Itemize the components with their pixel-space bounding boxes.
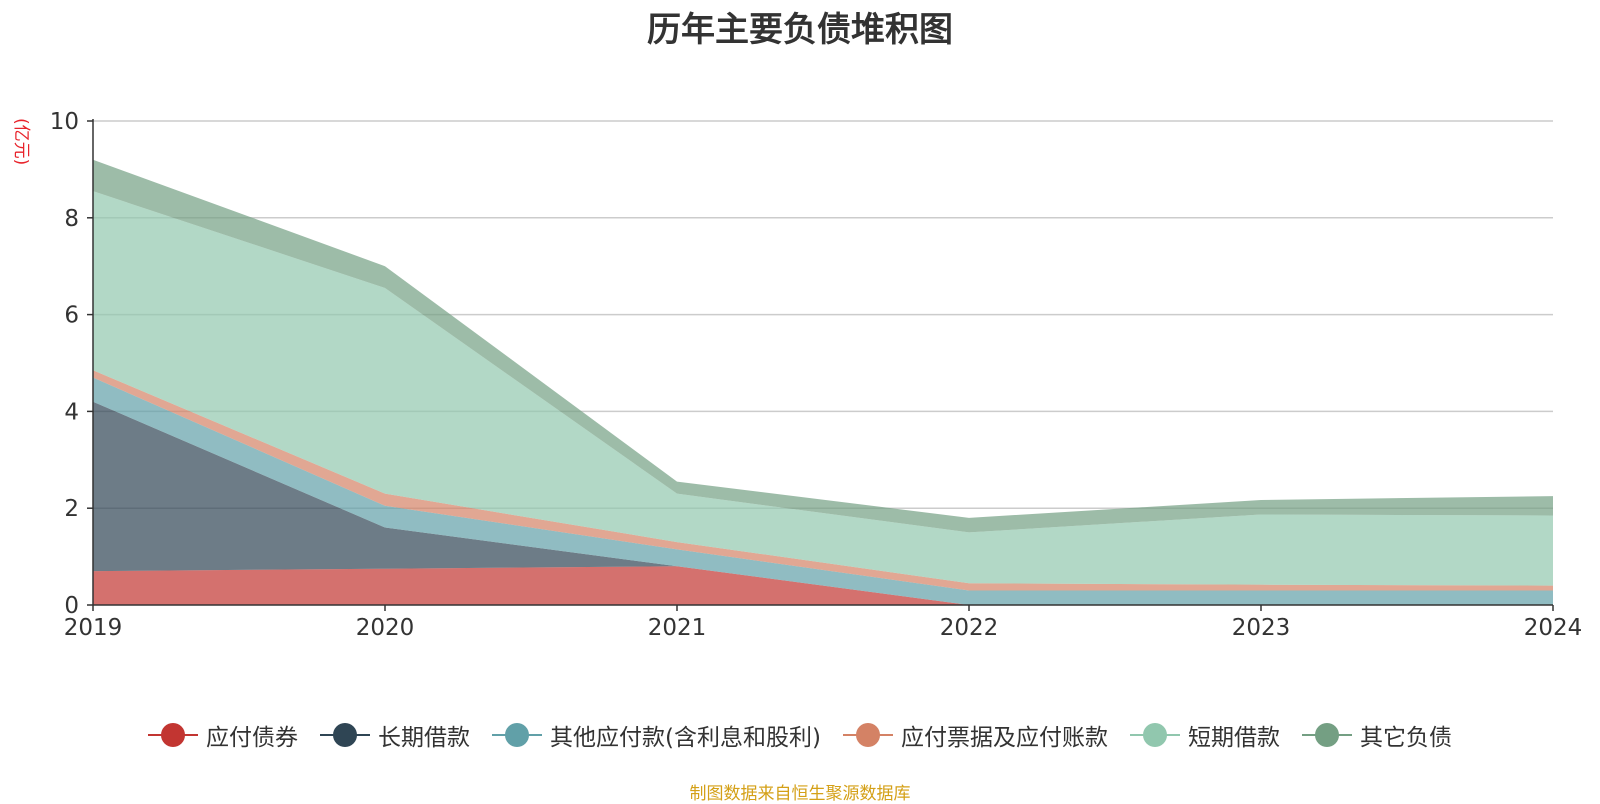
legend-swatch-dot — [161, 723, 186, 747]
y-tick-label: 10 — [50, 109, 79, 135]
legend-label: 应付债券 — [206, 725, 299, 751]
legend-label: 其它负债 — [1359, 725, 1452, 751]
legend-swatch — [842, 723, 893, 747]
legend-item-1[interactable]: 长期借款 — [320, 718, 470, 752]
x-tick-label: 2020 — [356, 615, 415, 641]
area-series-4 — [93, 191, 1553, 586]
legend-swatch — [1129, 723, 1180, 747]
y-tick-label: 6 — [64, 303, 79, 329]
legend-swatch — [492, 723, 543, 747]
legend-label: 短期借款 — [1187, 725, 1280, 751]
chart-title: 历年主要负债堆积图 — [647, 10, 953, 50]
chart-legend: 应付债券 长期借款 其他应付款(含利息和股利) 应付票据及应付账款 短期借款 其它负债 — [0, 718, 1600, 752]
legend-swatch-dot — [1142, 723, 1167, 747]
legend-swatch — [320, 723, 371, 747]
legend-item-3[interactable]: 应付票据及应付账款 — [842, 718, 1108, 752]
area-series-1 — [93, 401, 1553, 605]
x-tick-label: 2021 — [648, 615, 707, 641]
legend-label: 其他应付款(含利息和股利) — [550, 725, 821, 751]
legend-item-2[interactable]: 其他应付款(含利息和股利) — [492, 718, 821, 752]
x-tick-label: 2023 — [1232, 615, 1291, 641]
y-tick-label: 2 — [64, 496, 79, 522]
legend-swatch — [148, 723, 199, 747]
legend-swatch-dot — [505, 723, 530, 747]
legend-item-4[interactable]: 短期借款 — [1129, 718, 1280, 752]
legend-swatch-dot — [333, 723, 358, 747]
legend-swatch-dot — [1314, 723, 1339, 747]
legend-swatch — [1301, 723, 1352, 747]
x-tick-label: 2019 — [64, 615, 123, 641]
x-tick-label: 2024 — [1524, 615, 1583, 641]
legend-item-5[interactable]: 其它负债 — [1301, 718, 1452, 752]
y-tick-label: 4 — [64, 399, 79, 425]
data-source-note: 制图数据来自恒生聚源数据库 — [689, 784, 911, 804]
legend-swatch-dot — [855, 723, 880, 747]
legend-label: 应付票据及应付账款 — [900, 725, 1108, 751]
legend-item-0[interactable]: 应付债券 — [148, 718, 298, 752]
x-tick-label: 2022 — [940, 615, 999, 641]
y-tick-label: 0 — [64, 593, 79, 619]
legend-label: 长期借款 — [378, 725, 471, 751]
y-tick-label: 8 — [64, 206, 79, 232]
